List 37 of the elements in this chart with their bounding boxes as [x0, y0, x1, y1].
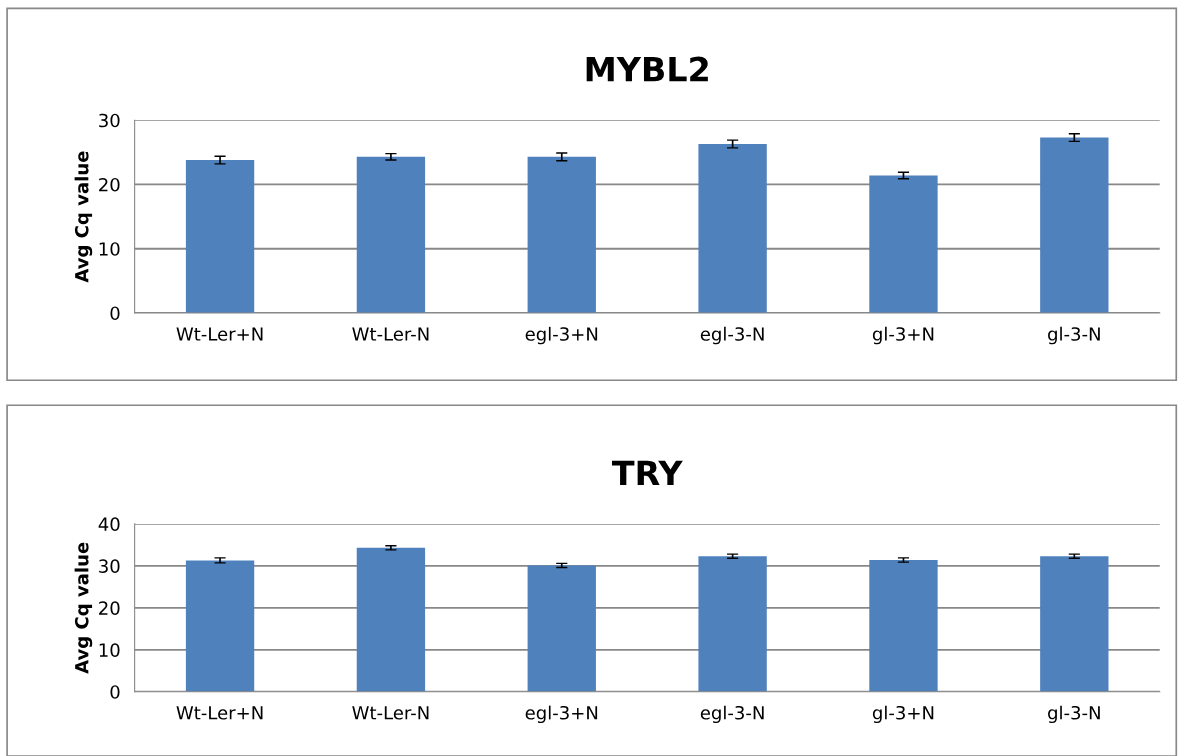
x-tick-label: egl-3-N — [700, 705, 764, 724]
y-tick-label: 30 — [99, 113, 120, 128]
x-tick-label: gl-3+N — [872, 326, 934, 345]
bar — [869, 559, 938, 692]
x-tick-label: Wt-Ler-N — [352, 327, 429, 341]
bar — [1040, 137, 1109, 313]
bar — [698, 556, 767, 692]
y-tick-label: 20 — [99, 177, 120, 192]
y-tick-label: 10 — [99, 643, 120, 657]
x-tick-label: Wt-Ler+N — [176, 706, 263, 720]
y-tick-label: 10 — [99, 242, 120, 256]
chart-title: MYBL2 — [586, 56, 708, 82]
y-axis-title: Avg Cq value — [74, 542, 93, 674]
y-tick-label: 0 — [110, 685, 120, 699]
x-tick-label: gl-3-N — [1048, 326, 1100, 345]
y-tick-label: 20 — [99, 601, 120, 615]
x-tick-label: egl-3-N — [700, 326, 764, 345]
bar — [356, 547, 426, 692]
x-tick-label: gl-3-N — [1048, 705, 1100, 724]
bar — [698, 143, 767, 313]
bar — [869, 175, 938, 313]
x-tick-label: Wt-Ler+N — [176, 327, 263, 341]
x-tick-label: egl-3+N — [525, 705, 598, 724]
bar — [356, 156, 426, 313]
bar — [185, 560, 255, 692]
x-tick-label: egl-3+N — [525, 326, 598, 345]
bar — [527, 565, 596, 692]
x-tick-label: gl-3+N — [872, 705, 934, 724]
y-tick-label: 0 — [110, 306, 120, 321]
y-tick-label: 40 — [98, 517, 120, 532]
bar — [527, 156, 596, 313]
chart-title: TRY — [612, 460, 683, 486]
x-tick-label: Wt-Ler-N — [352, 706, 429, 720]
y-axis-title: Avg Cq value — [74, 151, 93, 283]
bar — [1040, 556, 1109, 692]
y-tick-label: 30 — [99, 559, 120, 573]
bar — [185, 160, 255, 313]
